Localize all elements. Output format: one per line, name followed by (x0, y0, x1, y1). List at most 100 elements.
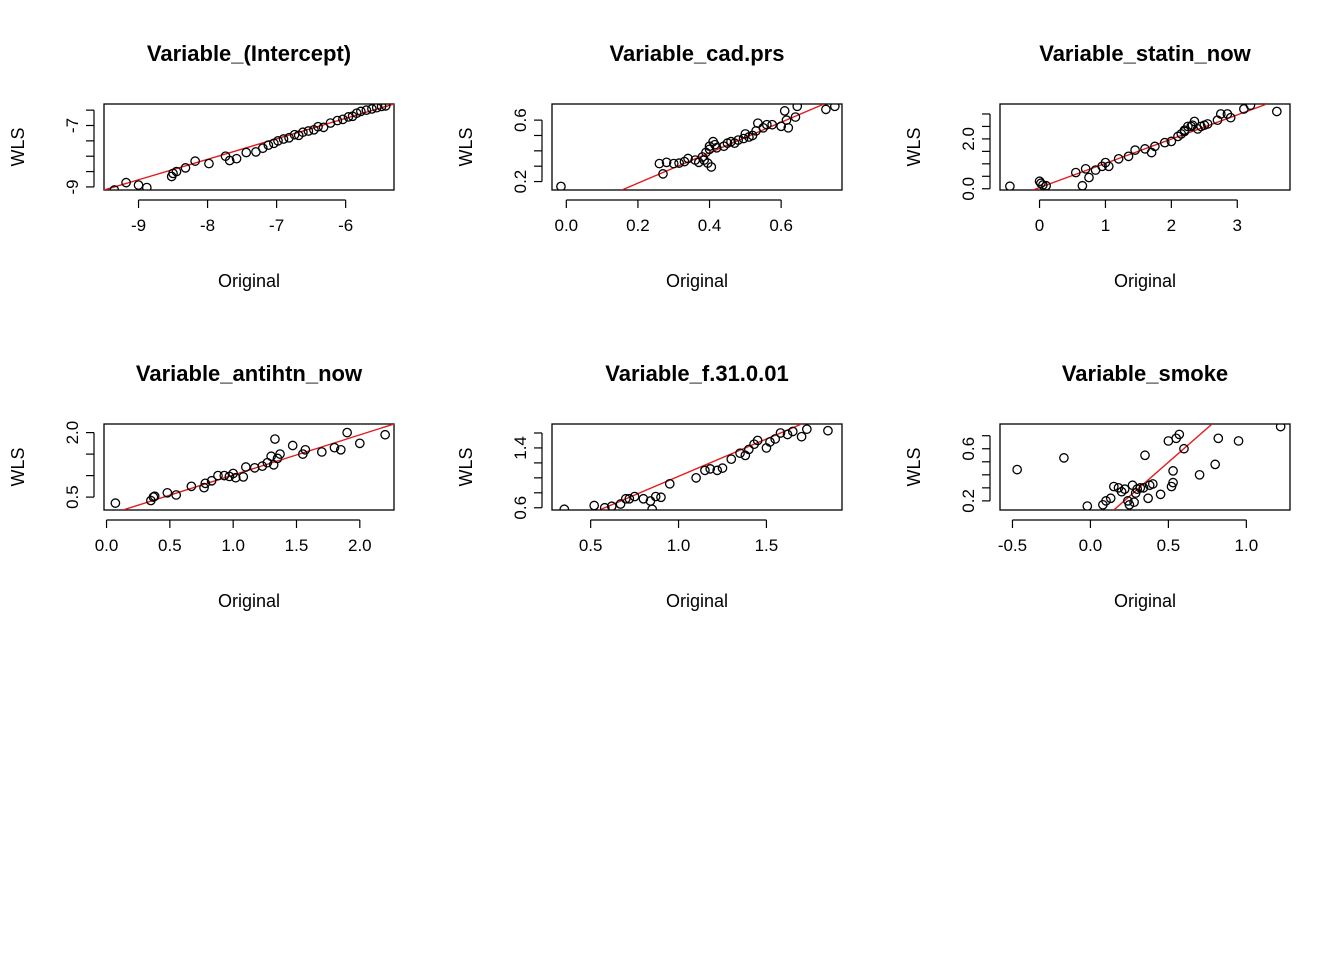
data-point (1105, 493, 1116, 504)
data-point (109, 185, 120, 190)
data-point (204, 158, 214, 169)
data-point (738, 133, 749, 144)
data-point (691, 472, 701, 483)
data-point (743, 444, 754, 455)
y-tick-label: 0.0 (959, 177, 978, 201)
data-point (303, 126, 314, 136)
data-point (606, 501, 617, 510)
data-point (171, 166, 182, 177)
data-point (1070, 167, 1081, 178)
y-axis-label: WLS (904, 127, 924, 166)
panel-4: Variable_antihtn_now 0.0 0.5 1.0 1.5 2.0 0.5 2.… (8, 361, 395, 611)
panel-5: Variable_f.31.0.01 0.5 1.0 1.5 0.6 1.4 Origina… (456, 361, 843, 611)
data-point (278, 134, 289, 144)
data-point (213, 470, 223, 481)
data-point (318, 122, 329, 133)
y-tick-label: 0.5 (63, 485, 82, 509)
data-point (796, 431, 807, 442)
x-tick-label: 3 (1233, 216, 1242, 235)
data-point (668, 158, 679, 169)
data-point (658, 169, 668, 179)
data-point (1138, 482, 1149, 493)
data-point (1233, 436, 1244, 446)
data-point (752, 435, 763, 446)
y-axis-label: WLS (456, 447, 476, 486)
data-point (776, 121, 786, 132)
data-point (624, 493, 635, 504)
data-point (674, 158, 684, 168)
plot-content (104, 104, 394, 190)
fit-line (621, 104, 825, 190)
data-point (241, 147, 252, 158)
y-tick-label: -9 (63, 179, 82, 194)
x-tick-label: -6 (338, 216, 353, 235)
data-point (200, 478, 211, 489)
x-tick-label: 0 (1035, 216, 1044, 235)
data-point (775, 428, 786, 438)
plot-box (103, 103, 395, 191)
data-point (149, 491, 160, 502)
x-tick-label: 1.5 (285, 536, 309, 555)
y-tick-label: 0.6 (511, 108, 530, 132)
data-point (1124, 499, 1135, 510)
x-tick-label: 0.4 (698, 216, 722, 235)
data-point (263, 140, 274, 151)
data-point (1084, 172, 1094, 183)
data-point (1168, 466, 1178, 476)
data-point (273, 136, 283, 146)
data-point (206, 475, 217, 486)
x-tick-label: 0.2 (626, 216, 650, 235)
data-point (257, 461, 268, 471)
panel-title: Variable_antihtn_now (136, 361, 363, 386)
data-point (787, 426, 798, 437)
data-point (638, 493, 649, 504)
data-point (257, 143, 268, 154)
data-point (664, 478, 675, 489)
x-tick-label: -7 (269, 216, 284, 235)
data-point (1210, 459, 1221, 470)
x-axis-label: Original (666, 591, 728, 611)
panel-6: Variable_smoke -0.5 0.0 0.5 1.0 0.2 0.6 Origina… (904, 361, 1291, 611)
y-axis-label: WLS (8, 127, 28, 166)
y-tick-label: 0.6 (511, 496, 530, 520)
x-tick-label: -9 (131, 216, 146, 235)
data-point (1103, 161, 1114, 172)
plot-box (999, 103, 1291, 191)
x-tick-label: 2.0 (348, 536, 372, 555)
data-point (1166, 136, 1177, 147)
data-point (735, 448, 745, 459)
x-tick-label: 1.0 (667, 536, 691, 555)
y-axis-label: WLS (456, 127, 476, 166)
data-point (1123, 151, 1134, 162)
y-tick-label: 2.0 (959, 127, 978, 151)
fit-line (1032, 104, 1268, 190)
data-point (1186, 121, 1196, 132)
data-point (190, 156, 200, 166)
x-axis-label: Original (1114, 591, 1176, 611)
data-point (325, 118, 336, 128)
data-point (219, 470, 230, 481)
fit-line (104, 104, 394, 190)
data-point (1163, 436, 1174, 446)
data-point (1012, 464, 1023, 475)
x-tick-label: -0.5 (998, 536, 1027, 555)
data-point (683, 153, 693, 164)
data-point (335, 444, 346, 455)
data-point (1077, 180, 1088, 190)
data-point (1155, 489, 1166, 500)
panel-2: Variable_cad.prs 0.0 0.2 0.4 0.6 0.2 0.6 Origin… (456, 41, 843, 291)
data-point (765, 437, 775, 447)
data-point (1080, 163, 1091, 174)
data-point (354, 438, 365, 449)
data-point (1036, 178, 1046, 189)
data-point (1143, 493, 1153, 504)
x-tick-label: 1.0 (221, 536, 245, 555)
data-point (1041, 180, 1051, 190)
data-point (654, 158, 665, 169)
data-point (1202, 119, 1213, 129)
x-tick-label: -8 (200, 216, 215, 235)
data-point (700, 465, 710, 476)
y-tick-label: -7 (63, 118, 82, 133)
data-point (1213, 433, 1224, 444)
